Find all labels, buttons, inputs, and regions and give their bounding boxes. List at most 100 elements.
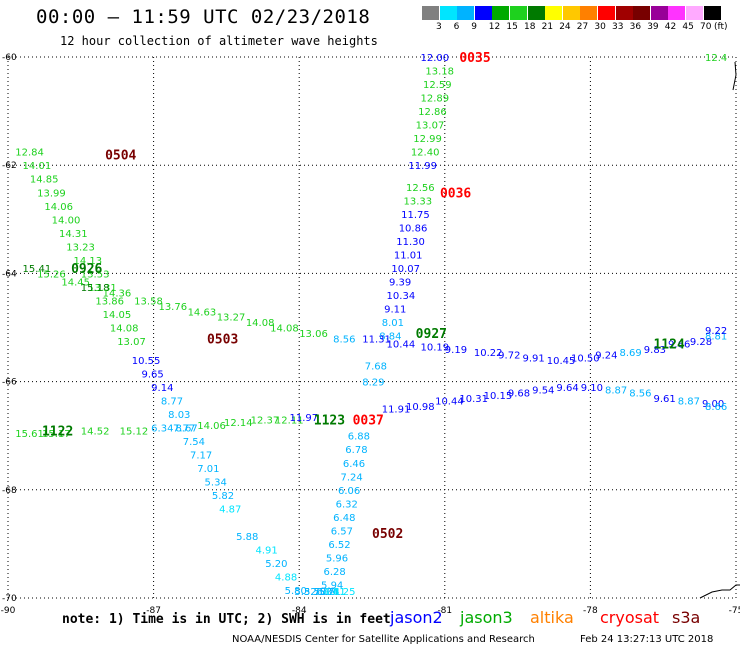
wave-height-value: 13.86 [95, 296, 124, 307]
wave-height-value: 8.84 [379, 332, 401, 343]
coastline-outline-upper [732, 61, 737, 91]
legend-color-swatch [668, 6, 686, 20]
wave-height-value: 13.58 [134, 296, 163, 307]
wave-height-value: 12.84 [15, 148, 44, 159]
wave-height-value: 14.08 [270, 324, 299, 335]
legend-value-label: 27 [576, 22, 589, 32]
lat-tick-label: -62 [2, 161, 17, 171]
wave-height-value: 4.81 [323, 587, 345, 598]
wave-height-value: 15.26 [37, 269, 66, 280]
legend-color-swatch [527, 6, 545, 20]
legend-value-label: 36 [629, 22, 642, 32]
wave-height-value: 5.96 [326, 553, 348, 564]
wave-height-value: 9.00 [702, 399, 724, 410]
legend-value-label: 12 [488, 22, 501, 32]
legend-color-swatch [686, 6, 703, 20]
wave-height-value: 13.23 [66, 242, 95, 253]
legend-color-swatch [650, 6, 668, 20]
legend-color-swatch [422, 6, 439, 20]
legend-unit-label: (ft) [714, 22, 728, 32]
wave-height-value: 6.57 [331, 526, 353, 537]
wave-height-value: 8.87 [605, 386, 627, 397]
wave-height-value: 6.52 [328, 540, 350, 551]
legend-value-label: 42 [664, 22, 677, 32]
lon-tick-label: -87 [146, 606, 161, 616]
wave-height-value: 11.97 [289, 413, 318, 424]
legend-color-swatch [474, 6, 492, 20]
wave-height-value: 8.77 [161, 397, 183, 408]
wave-height-value: 14.13 [74, 256, 103, 267]
page-title: 00:00 – 11:59 UTC 02/23/2018 [36, 6, 371, 28]
wave-height-value: 12.56 [406, 183, 435, 194]
wave-height-value: 11.31 [362, 334, 391, 345]
wave-height-value: 5.82 [212, 491, 234, 502]
wave-height-value: 10.07 [391, 264, 420, 275]
lat-tick-label: -70 [2, 594, 17, 604]
wave-height-value: 14.08 [110, 324, 139, 335]
wave-height-value: 12.86 [418, 107, 447, 118]
wave-height-value: 9.83 [644, 345, 666, 356]
pass-time-label: 0926 [71, 262, 102, 277]
wave-height-value: 5.32 [294, 587, 316, 598]
legend-color-swatch [580, 6, 598, 20]
wave-height-value: 10.44 [387, 340, 416, 351]
legend-value-label: 39 [647, 22, 659, 32]
pass-time-label: 0037 [353, 413, 384, 428]
wave-height-value: 7.77 [173, 424, 195, 435]
wave-height-value: 4.88 [275, 572, 297, 583]
wave-height-value: 10.34 [387, 291, 416, 302]
wave-height-value: 12.4 [705, 53, 727, 64]
wave-height-value: 9.28 [690, 337, 712, 348]
wave-height-value: 14.06 [44, 202, 73, 213]
wave-height-value: 9.54 [532, 386, 554, 397]
pass-time-label: 0503 [207, 332, 238, 347]
legend-value-label: 30 [594, 22, 606, 32]
wave-height-value: 5.88 [314, 587, 336, 598]
pass-time-label: 0502 [372, 527, 403, 542]
wave-height-value: 6.46 [343, 459, 365, 470]
pass-time-label: 0036 [440, 186, 471, 201]
wave-height-value: 9.14 [151, 383, 173, 394]
wave-height-value: 7.17 [190, 451, 212, 462]
wave-height-value: 9.72 [498, 351, 520, 362]
wave-height-value: 10.44 [435, 397, 464, 408]
wave-height-value: 13.99 [37, 188, 66, 199]
wave-height-value: 14.85 [30, 175, 59, 186]
wave-height-value: 11.01 [394, 250, 423, 261]
lon-tick-label: -84 [292, 606, 307, 616]
axis-tick-labels: -90 -87 -84 -81 -78 -75 -60 -62 -64 -66 -68 -70 [1, 53, 740, 616]
wave-height-value: 11.30 [396, 237, 425, 248]
lon-tick-label: -81 [437, 606, 452, 616]
lat-tick-label: -68 [2, 486, 17, 496]
wave-height-value: 8.81 [705, 332, 727, 343]
legend-value-label: 18 [524, 22, 536, 32]
wave-height-value: 11.75 [401, 210, 430, 221]
lon-tick-label: -75 [729, 606, 740, 616]
wave-height-value: 8.03 [168, 410, 190, 421]
wave-height-value: 8.56 [333, 334, 355, 345]
wave-height-value: 5.80 [285, 586, 307, 597]
pass-time-label: 1124 [653, 338, 684, 353]
legend-color-swatch [562, 6, 580, 20]
legend-value-label: 70 [700, 22, 712, 32]
legend-color-swatch [598, 6, 615, 20]
wave-height-value: 9.22 [705, 326, 727, 337]
wave-height-value: 9.24 [595, 351, 617, 362]
coastline-outline [699, 584, 740, 599]
wave-height-value: 13.31 [88, 283, 117, 294]
legend-value-label: 3 [436, 22, 442, 32]
wave-height-value: 13.06 [299, 329, 328, 340]
wave-height-value: 14.31 [59, 229, 88, 240]
wave-height-value: 10.19 [421, 342, 450, 353]
wave-height-value: 5.20 [265, 559, 287, 570]
wave-height-value: 10.86 [399, 223, 428, 234]
wave-height-value: 4.87 [219, 505, 241, 516]
legend-color-swatch [703, 6, 721, 20]
wave-height-value: 9.91 [522, 353, 544, 364]
wave-height-value: 10.45 [547, 356, 576, 367]
wave-height-value: 8.69 [620, 348, 642, 359]
wave-height-value: 9.11 [384, 305, 406, 316]
wave-height-value: 9.66 [668, 340, 690, 351]
wave-height-value: 6.78 [345, 445, 367, 456]
